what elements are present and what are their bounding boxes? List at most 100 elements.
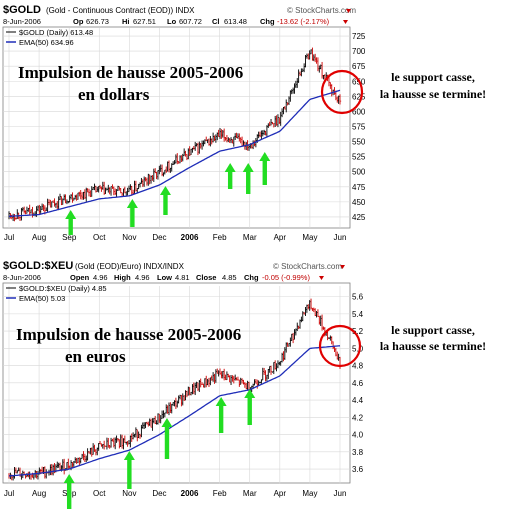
eur-up-arrow-icon [123,451,135,489]
eur-up-arrow-icon [244,389,256,425]
eur-x-tick-label: Dec [152,489,166,498]
eur-date: 8-Jun-2006 [3,273,41,282]
eur-description: (Gold (EOD)/Euro) INDX/INDX [75,262,185,271]
usd-description: (Gold - Continuous Contract (EOD)) INDX [46,6,195,15]
usd-open-label: Op [73,17,84,26]
usd-plot-frame [2,26,351,229]
usd-price-bars [8,47,342,222]
usd-x-tick-label: May [302,233,317,242]
usd-y-tick-label: 475 [352,183,366,192]
usd-x-tick-label: Dec [152,233,166,242]
eur-annotation-line-2: en euros [65,347,126,366]
eur-support-arrows [63,389,256,509]
eur-y-tick-label: 3.6 [352,465,364,474]
usd-low-label: Lo [167,17,177,26]
usd-y-tick-label: 675 [352,62,366,71]
usd-y-tick-label: 450 [352,198,366,207]
eur-x-tick-label: Mar [243,489,257,498]
eur-y-tick-label: 4.6 [352,379,364,388]
eur-y-tick-label: 4.0 [352,431,364,440]
usd-legend-ema: EMA(50) 634.96 [19,38,74,47]
eur-x-tick-label: Nov [122,489,136,498]
usd-y-tick-label: 725 [352,32,366,41]
eur-y-axis: 5.6 5.4 5.2 5.0 4.8 4.6 4.4 4.2 4.0 3.8 3.6 [352,293,364,474]
eur-legend-ema: EMA(50) 5.03 [19,294,65,303]
usd-annotation-line-1: Impulsion de hausse 2005-2006 [18,63,243,82]
eur-y-tick-label: 4.4 [352,396,364,405]
usd-up-arrow-icon [126,199,138,227]
usd-breakdown-circle [320,69,364,115]
usd-chg-down-icon [343,20,348,24]
usd-y-tick-label: 500 [352,168,366,177]
usd-y-tick-label: 700 [352,47,366,56]
usd-symbol: $GOLD [3,4,41,16]
usd-x-tick-label: Oct [93,233,106,242]
usd-y-tick-label: 625 [352,92,366,101]
usd-up-arrow-icon [65,210,77,235]
eur-x-tick-label: Aug [32,489,46,498]
eur-price-bars [8,298,342,481]
usd-side-note-line-1: le support casse, [391,70,475,84]
usd-x-tick-label: Aug [32,233,46,242]
eur-x-tick-label: Oct [93,489,106,498]
eur-annotation-line-1: Impulsion de hausse 2005-2006 [16,325,241,344]
usd-x-tick-label: Feb [213,233,227,242]
eur-y-tick-label: 4.8 [352,362,364,371]
usd-up-arrow-icon [242,163,254,194]
eur-low-value: 4.81 [175,273,190,282]
eur-x-tick-label: Jul [4,489,14,498]
eur-high-label: High [114,273,131,282]
usd-y-tick-label: 575 [352,122,366,131]
eur-chg-label: Chg [244,273,259,282]
usd-high-label: Hi [122,17,130,26]
eur-close-value: 4.85 [222,273,237,282]
usd-chg-value: -13.62 (-2.17%) [277,17,330,26]
usd-x-tick-label: Jun [334,233,347,242]
eur-breakdown-circle [318,324,362,368]
usd-date: 8-Jun-2006 [3,17,41,26]
eur-up-arrow-icon [161,418,173,459]
eur-gridlines [3,286,350,484]
eur-close-label: Close [196,273,216,282]
usd-close-label: Cl [212,17,220,26]
usd-up-arrow-icon [224,163,236,189]
usd-legend-price: $GOLD (Daily) 613.48 [19,28,93,37]
eur-watermark: © StockCharts.com [273,262,342,271]
usd-support-arrows [65,152,271,235]
eur-ema-line [8,345,341,477]
usd-high-value: 627.51 [133,17,156,26]
eur-y-tick-label: 5.6 [352,293,364,302]
usd-x-tick-label: Jul [4,233,14,242]
eur-x-tick-label: Apr [274,489,287,498]
eur-y-tick-label: 5.4 [352,310,364,319]
usd-y-tick-label: 525 [352,153,366,162]
eur-side-note-line-1: le support casse, [391,323,475,337]
usd-y-tick-label: 425 [352,213,366,222]
eur-open-label: Open [70,273,90,282]
eur-y-tick-label: 3.8 [352,448,364,457]
eur-x-tick-label: Feb [213,489,227,498]
usd-side-note-line-2: la hausse se termine! [380,87,486,101]
usd-close-value: 613.48 [224,17,247,26]
eur-chg-value: -0.05 (-0.99%) [262,273,310,282]
usd-up-arrow-icon [259,152,271,185]
eur-symbol: $GOLD:$XEU [3,260,73,272]
usd-y-tick-label: 550 [352,138,366,147]
usd-up-arrow-icon [159,186,171,215]
usd-watermark: © StockCharts.com [287,6,356,15]
eur-chart-panel: $GOLD:$XEU (Gold (EOD)/Euro) INDX/INDX ©… [2,260,364,509]
usd-menu-arrow-icon [346,9,351,13]
eur-x-tick-label: 2006 [181,489,199,498]
eur-x-tick-label: Jun [334,489,347,498]
eur-up-arrow-icon [63,474,75,509]
eur-low-label: Low [157,273,172,282]
usd-chart-panel: $GOLD (Gold - Continuous Contract (EOD))… [2,4,366,242]
usd-gridlines [3,28,350,228]
usd-x-tick-label: Sep [62,233,77,242]
usd-x-tick-label: 2006 [181,233,199,242]
usd-chg-label: Chg [260,17,275,26]
usd-x-tick-label: Apr [274,233,287,242]
